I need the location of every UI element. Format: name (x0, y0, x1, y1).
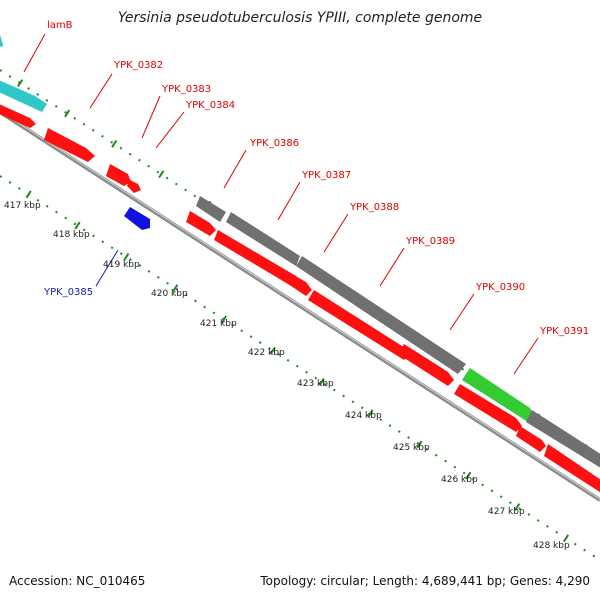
scale-label: 425 kbp (393, 443, 430, 453)
gene-label-ypk0385[interactable]: YPK_0385 (44, 287, 94, 298)
scale-major-tick (74, 221, 81, 230)
scale-ticks (25, 190, 570, 543)
outer-major-tick (158, 170, 165, 179)
scale-major-tick (318, 378, 325, 386)
genome-backbone (0, 110, 600, 502)
gene-ypk0391-feature[interactable] (462, 368, 534, 422)
gene-ypk0385-feature[interactable] (124, 207, 150, 230)
scale-major-tick (563, 534, 570, 543)
gene-label-ypk0382[interactable]: YPK_0382 (114, 60, 164, 71)
scale-label: 420 kbp (151, 289, 188, 299)
gene-ypk0387-gray-feature[interactable] (226, 212, 300, 266)
gene-ypk0384-feature[interactable] (127, 180, 141, 193)
gene-ypk0382-feature[interactable] (44, 128, 95, 162)
gene-red-right-2-feature[interactable] (516, 426, 546, 452)
gene-lamb-feature[interactable] (0, 76, 47, 112)
outer-major-tick (17, 79, 24, 87)
gene-gray-right-feature[interactable] (526, 410, 600, 470)
scale-label: 426 kbp (441, 475, 478, 485)
outer-major-tick (64, 109, 71, 118)
topology-text: Topology: circular; Length: 4,689,441 bp… (260, 574, 590, 588)
gene-ypk0386-gray-feature[interactable] (196, 196, 226, 222)
accession-text: Accession: NC_010465 (9, 574, 146, 588)
genome-backbone-highlight (0, 110, 600, 500)
gene-ypk0390-feature[interactable] (398, 344, 454, 386)
gene-label-ypk0389[interactable]: YPK_0389 (406, 236, 456, 247)
scale-major-tick (123, 252, 130, 261)
gene-ypk0387-feature[interactable] (214, 230, 304, 290)
scale-major-tick (465, 471, 472, 480)
gene-label-ypk0387[interactable]: YPK_0387 (302, 170, 352, 181)
scale-label: 418 kbp (53, 230, 90, 240)
scale-label: 427 kbp (488, 507, 525, 517)
scale-major-tick (367, 409, 374, 418)
gene-red-right-1-feature[interactable] (454, 384, 522, 432)
scale-label: 424 kbp (345, 411, 382, 421)
scale-label: 419 kbp (103, 260, 140, 270)
scale-major-tick (25, 190, 32, 199)
scale-label: 428 kbp (533, 541, 570, 551)
gene-ypk0388-feature[interactable] (288, 274, 312, 296)
gene-leader-lines (23, 33, 539, 375)
scale-major-tick (514, 503, 521, 511)
scale-label: 421 kbp (200, 319, 237, 329)
gene-label-ypk0383[interactable]: YPK_0383 (162, 84, 212, 95)
gene-ypk0389-feature[interactable] (308, 290, 410, 360)
gene-ypk0383-feature[interactable] (106, 164, 131, 186)
scale-major-tick (172, 284, 179, 293)
outer-major-tick (111, 139, 118, 148)
gene-ypk0386-feature[interactable] (186, 211, 216, 236)
scale-label: 422 kbp (248, 348, 285, 358)
gene-label-lamb[interactable]: lamB (47, 20, 73, 31)
gene-label-ypk0384[interactable]: YPK_0384 (186, 100, 236, 111)
gene-label-ypk0388[interactable]: YPK_0388 (350, 202, 400, 213)
gene-label-ypk0390[interactable]: YPK_0390 (476, 282, 526, 293)
gene-label-ypk0386[interactable]: YPK_0386 (250, 138, 300, 149)
scale-major-tick (221, 315, 228, 324)
gene-label-ypk0391[interactable]: YPK_0391 (540, 326, 590, 337)
gene-ypk0388-gray-feature[interactable] (296, 256, 466, 374)
scale-label: 423 kbp (297, 379, 334, 389)
scale-major-tick (416, 440, 423, 449)
map-title: Yersinia pseudotuberculosis YPIII, compl… (117, 10, 483, 26)
inner-tick-track (0, 175, 600, 561)
scale-label: 417 kbp (4, 201, 41, 211)
scale-major-tick (269, 346, 276, 355)
gene-forward-feature[interactable] (0, 100, 36, 128)
gene-red-right-3-feature[interactable] (544, 444, 600, 496)
gene-lamb-feature[interactable] (0, 8, 7, 52)
